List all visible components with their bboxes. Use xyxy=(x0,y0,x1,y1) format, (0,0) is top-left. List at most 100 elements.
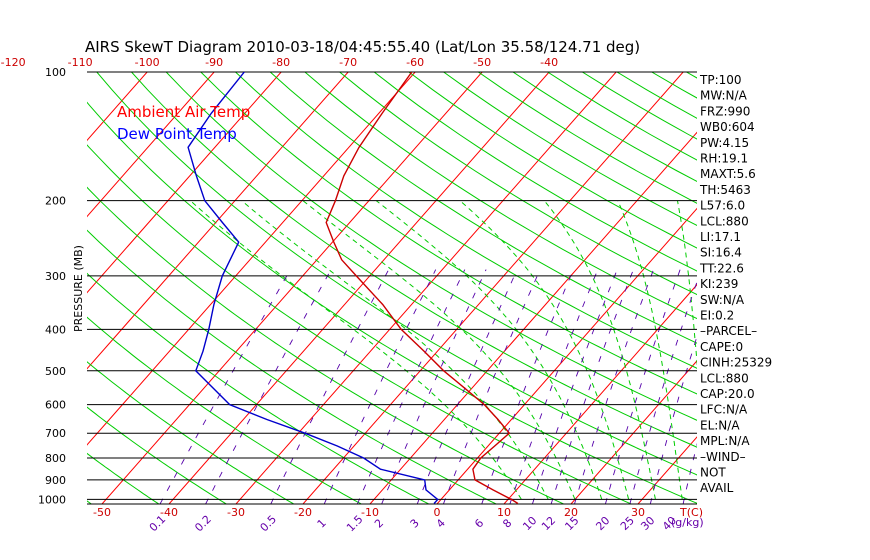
legend-dew-point-temp: Dew Point Temp xyxy=(117,125,237,143)
isotherm-line xyxy=(168,72,550,504)
isotherm-line xyxy=(570,360,697,504)
dry-adiabat-line xyxy=(860,72,870,505)
index-entry: RH:19.1 xyxy=(700,152,748,166)
dry-adiabat-line xyxy=(408,72,697,249)
isotherm-line xyxy=(369,131,697,504)
bottom-temperature-tick-label: 0 xyxy=(434,506,441,519)
mixing-ratio-line xyxy=(356,269,466,504)
top-temperature-tick-label: -90 xyxy=(205,56,223,69)
index-entry: TT:22.6 xyxy=(699,261,744,275)
isotherm-line xyxy=(87,72,215,218)
bottom-temperature-tick-label: 10 xyxy=(497,506,511,519)
index-entry: LI:17.1 xyxy=(700,230,741,244)
moist-adiabat-line xyxy=(190,200,522,500)
mixing-ratio-line xyxy=(270,269,390,504)
pressure-tick-label: 300 xyxy=(45,270,66,283)
moist-adiabat-line xyxy=(617,200,683,500)
index-entry: MAXT:5.6 xyxy=(700,167,756,181)
isotherm-line xyxy=(87,72,282,294)
mixing-ratio-unit-label: (g/kg) xyxy=(671,516,704,529)
index-entry: TP:100 xyxy=(699,73,742,87)
top-temperature-tick-label: -80 xyxy=(272,56,290,69)
moist-adiabat-line xyxy=(544,200,656,500)
top-temperature-tick-label: -50 xyxy=(473,56,491,69)
mixing-ratio-line xyxy=(574,269,654,504)
chart-title: AIRS SkewT Diagram 2010-03-18/04:45:55.4… xyxy=(85,38,640,56)
dry-adiabat-line xyxy=(96,72,697,476)
dry-adiabat-line xyxy=(87,316,363,504)
top-temperature-tick-label: -40 xyxy=(540,56,558,69)
mixing-ratio-line xyxy=(509,269,599,504)
mixing-ratio-line xyxy=(481,269,574,504)
mixing-ratio-tick-label: 6 xyxy=(472,516,486,530)
bottom-temperature-tick-label: 30 xyxy=(631,506,645,519)
air-temperature-line xyxy=(325,72,519,504)
mixing-ratio-tick-label: 3 xyxy=(408,516,422,530)
moist-adiabat-line xyxy=(459,200,630,500)
dry-adiabat-line xyxy=(87,452,160,504)
isotherm-line xyxy=(772,72,870,504)
bottom-temperature-tick-label: -20 xyxy=(294,506,312,519)
dewpoint-line xyxy=(187,72,439,504)
bottom-temperature-tick-label: -30 xyxy=(227,506,245,519)
mixing-ratio-line xyxy=(416,269,518,504)
index-entry: PW:4.15 xyxy=(700,136,749,150)
dry-adiabat-line xyxy=(790,72,870,505)
moist-adiabat-line xyxy=(375,200,603,500)
legend-ambient-air-temp: Ambient Air Temp xyxy=(117,103,250,121)
dry-adiabat-line xyxy=(478,72,697,204)
top-temperature-tick-label: -60 xyxy=(406,56,424,69)
index-entry: LFC:N/A xyxy=(700,403,748,417)
isotherm-line xyxy=(302,72,684,504)
dry-adiabat-line xyxy=(235,72,697,369)
dry-adiabat-line xyxy=(443,72,697,226)
mixing-ratio-tick-label: 12 xyxy=(539,514,558,533)
isobar-lines xyxy=(87,71,697,505)
pressure-tick-label: 600 xyxy=(45,399,66,412)
index-entry: WB0:604 xyxy=(700,120,755,134)
moist-adiabat-line xyxy=(241,200,549,500)
index-entry: –WIND– xyxy=(700,450,746,464)
index-entry: SW:N/A xyxy=(700,293,745,307)
mixing-ratio-tick-label: 0.2 xyxy=(192,513,214,535)
top-temperature-tick-label: -100 xyxy=(135,56,160,69)
pressure-tick-label: 700 xyxy=(45,427,66,440)
index-entry: KI:239 xyxy=(700,277,738,291)
isotherm-line xyxy=(0,72,13,504)
dry-adiabat-line xyxy=(756,72,870,505)
mixing-ratio-tick-label: 8 xyxy=(500,516,514,530)
index-entry: TH:5463 xyxy=(699,183,751,197)
pressure-tick-label: 400 xyxy=(45,323,66,336)
index-entry: MPL:N/A xyxy=(700,434,750,448)
pressure-tick-label: 200 xyxy=(45,195,66,208)
mixing-ratio-line xyxy=(205,269,332,504)
bottom-temperature-tick-label: 20 xyxy=(564,506,578,519)
dry-adiabat-line xyxy=(304,72,697,320)
index-entry: NOT xyxy=(700,466,726,480)
index-entry: MW:N/A xyxy=(700,89,748,103)
dry-adiabat-line xyxy=(87,272,430,504)
index-entry: CINH:25329 xyxy=(700,356,772,370)
top-temperature-tick-label: -120 xyxy=(1,56,26,69)
dry-adiabat-line xyxy=(87,186,565,504)
index-entry: –PARCEL– xyxy=(700,324,757,338)
mixing-ratio-tick-label: 0.5 xyxy=(258,513,280,535)
thermo-grid xyxy=(0,72,870,505)
dry-adiabat-line xyxy=(339,72,697,296)
isotherm-line xyxy=(436,207,697,504)
isotherm-line xyxy=(235,72,617,504)
pressure-tick-label: 800 xyxy=(45,452,66,465)
pressure-tick-label: 100 xyxy=(45,66,66,79)
dry-adiabat-line xyxy=(165,72,697,421)
mixing-ratio-tick-label: 20 xyxy=(593,514,612,533)
isotherm-line xyxy=(503,283,697,504)
dry-adiabat-line xyxy=(87,101,697,504)
pressure-tick-label: 900 xyxy=(45,474,66,487)
isotherm-line xyxy=(101,72,483,504)
pressure-tick-label: 1000 xyxy=(38,493,66,506)
mixing-ratio-line xyxy=(323,269,437,504)
bottom-temperature-tick-label: -10 xyxy=(361,506,379,519)
